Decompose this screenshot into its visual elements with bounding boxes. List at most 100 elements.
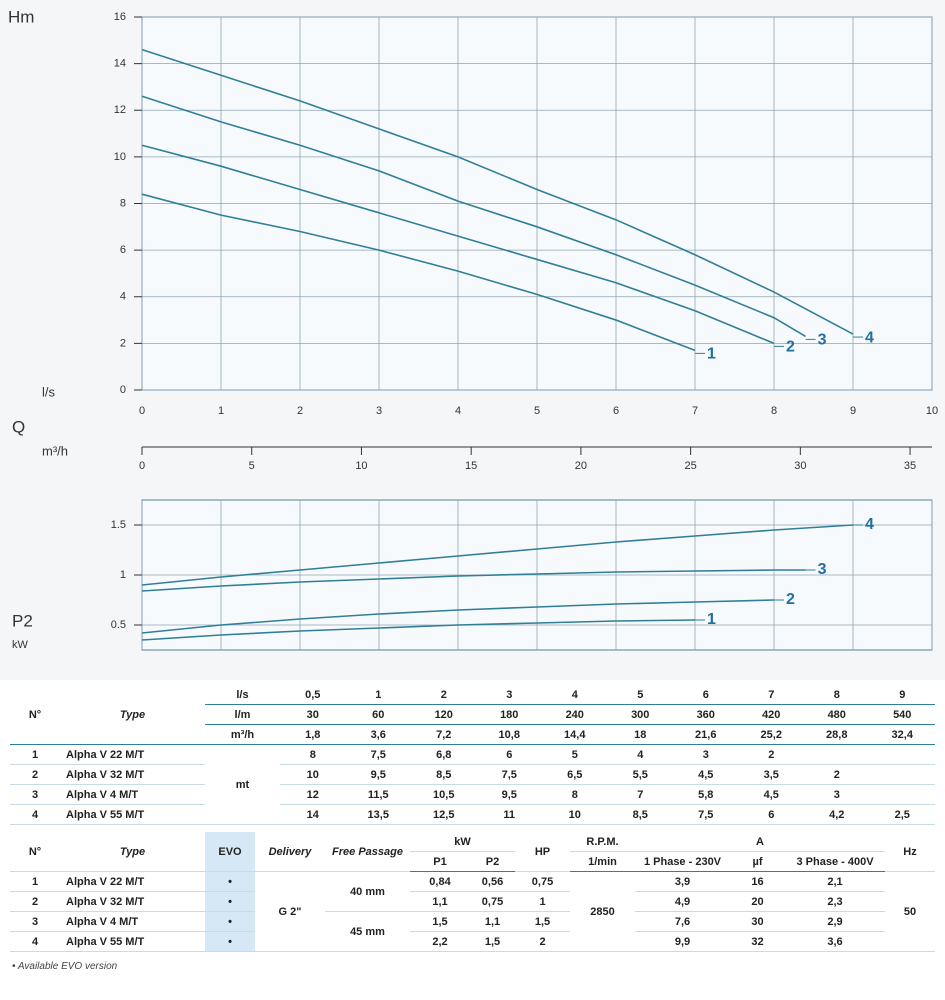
table-cell: 7,5 <box>673 804 739 825</box>
x2-tick-label: 5 <box>249 460 255 472</box>
table-cell: R.P.M. <box>570 832 635 852</box>
x2-tick-label: 30 <box>794 460 806 472</box>
table-cell: 2,2 <box>410 931 470 952</box>
table-cell: Alpha V 4 M/T <box>60 784 205 805</box>
table-cell: 1 <box>10 871 60 892</box>
x2-title: Q <box>12 417 25 436</box>
table-cell: 2 <box>515 931 570 952</box>
table-cell: 9 <box>869 685 935 705</box>
x2-tick-label: 0 <box>139 460 145 472</box>
table-cell: 5,5 <box>607 764 673 785</box>
table-cell: 0,84 <box>410 871 470 892</box>
table-cell: 1,1 <box>470 911 515 932</box>
table-cell: 8,5 <box>411 764 477 785</box>
x-tick-label: 0 <box>139 405 145 417</box>
specifications-table: N° Type EVO Delivery Free Passage kW HP R.P.M. A… <box>10 832 936 952</box>
table-cell: EVO <box>205 832 255 872</box>
table-cell: 1,1 <box>410 891 470 912</box>
table-cell: 3 <box>804 784 870 805</box>
table-row: l/m 30 60 120 180 240 300 360 420 480 540 <box>10 704 935 725</box>
table-cell <box>869 784 935 805</box>
x-tick-label: 6 <box>613 405 619 417</box>
table-cell: 4 <box>607 744 673 765</box>
table-cell: 5 <box>542 744 608 765</box>
table-cell <box>869 764 935 785</box>
table-cell: 9,5 <box>345 764 411 785</box>
table-cell: 2 <box>804 764 870 785</box>
table-cell: 4 <box>542 685 608 705</box>
table-cell: 480 <box>804 704 870 725</box>
axis-label: P2 <box>12 611 33 630</box>
table-cell: 4,9 <box>635 891 730 912</box>
curve <box>141 569 806 592</box>
table-cell: 0,56 <box>470 871 515 892</box>
table-row: P1 P2 1/min 1 Phase - 230V µf 3 Phase - 400V <box>10 851 935 872</box>
table-cell: P1 <box>410 851 470 872</box>
curve <box>141 144 775 345</box>
table-cell: 1 <box>345 685 411 705</box>
x-axis-label: l/s <box>42 384 56 399</box>
table-cell: P2 <box>470 851 515 872</box>
table-cell: 6,8 <box>411 744 477 765</box>
x-tick-label: 2 <box>297 405 303 417</box>
curve <box>141 48 854 335</box>
x2-tick-label: 35 <box>904 460 916 472</box>
table-cell: 8 <box>280 744 346 765</box>
table-cell: 180 <box>476 704 542 725</box>
table-cell: • <box>205 931 255 952</box>
table-cell: 1,5 <box>410 911 470 932</box>
table-cell: 14 <box>280 804 346 825</box>
curve-label: 4 <box>865 329 874 346</box>
y-tick-label: 0.5 <box>111 619 126 631</box>
table-cell: 360 <box>673 704 739 725</box>
curve <box>141 599 775 634</box>
x-tick-label: 5 <box>534 405 540 417</box>
table-cell: kW <box>410 832 515 852</box>
table-cell: 0,5 <box>280 685 346 705</box>
table-cell: Delivery <box>255 832 325 872</box>
table-cell: 11 <box>476 804 542 825</box>
table-row: m³/h 1,8 3,6 7,2 10,8 14,4 18 21,6 25,2 28,8 32,4 <box>10 724 935 745</box>
x-tick-label: 1 <box>218 405 224 417</box>
table-cell: 20 <box>730 891 785 912</box>
table-cell: 4,2 <box>804 804 870 825</box>
axis-label: Hm <box>8 7 34 26</box>
table-cell: Alpha V 55 M/T <box>60 931 205 952</box>
table-cell: 9,5 <box>476 784 542 805</box>
curve <box>141 95 807 338</box>
table-cell: 3 Phase - 400V <box>785 851 886 872</box>
x-tick-label: 9 <box>850 405 856 417</box>
table-cell: l/m <box>205 704 280 725</box>
table-cell: 1/min <box>570 851 635 872</box>
table-cell: 8,5 <box>607 804 673 825</box>
y-tick-label: 12 <box>114 104 126 116</box>
table-cell: 2 <box>738 744 804 765</box>
x-tick-label: 4 <box>455 405 461 417</box>
x2-tick-label: 25 <box>684 460 696 472</box>
table-cell: 1,5 <box>470 931 515 952</box>
y-tick-label: 4 <box>120 291 126 303</box>
table-cell: 32 <box>730 931 785 952</box>
performance-table: N° Type l/s 0,5 1 2 3 4 5 6 7 8 9 l/m 30 60 120 180 240 300… <box>10 685 935 825</box>
table-cell: 45 mm <box>325 911 410 952</box>
table-cell: 4,5 <box>738 784 804 805</box>
table-cell: Type <box>60 832 205 872</box>
table-cell: 2,3 <box>785 891 886 912</box>
table-cell: m³/h <box>205 724 280 745</box>
table-cell: 5 <box>607 685 673 705</box>
table-row: 4 Alpha V 55 M/T 14 13,5 12,5 11 10 8,5 7,5 6 4,2 2… <box>10 804 935 825</box>
table-cell: 8 <box>804 685 870 705</box>
table-cell: 25,2 <box>738 724 804 745</box>
table-cell: N° <box>10 832 60 872</box>
table-row: N° Type EVO Delivery Free Passage kW HP R.P.M. A… <box>10 832 936 872</box>
table-row: 2 Alpha V 32 M/T • 1,1 0,75 1 4,9 20 2,3 <box>10 891 935 912</box>
table-cell: 240 <box>542 704 608 725</box>
y-tick-label: 0 <box>120 384 126 396</box>
curve <box>141 193 696 352</box>
table-cell: 0,75 <box>470 891 515 912</box>
table-cell: N° <box>10 685 60 745</box>
curve <box>141 619 696 641</box>
table-cell: Hz <box>885 832 936 872</box>
